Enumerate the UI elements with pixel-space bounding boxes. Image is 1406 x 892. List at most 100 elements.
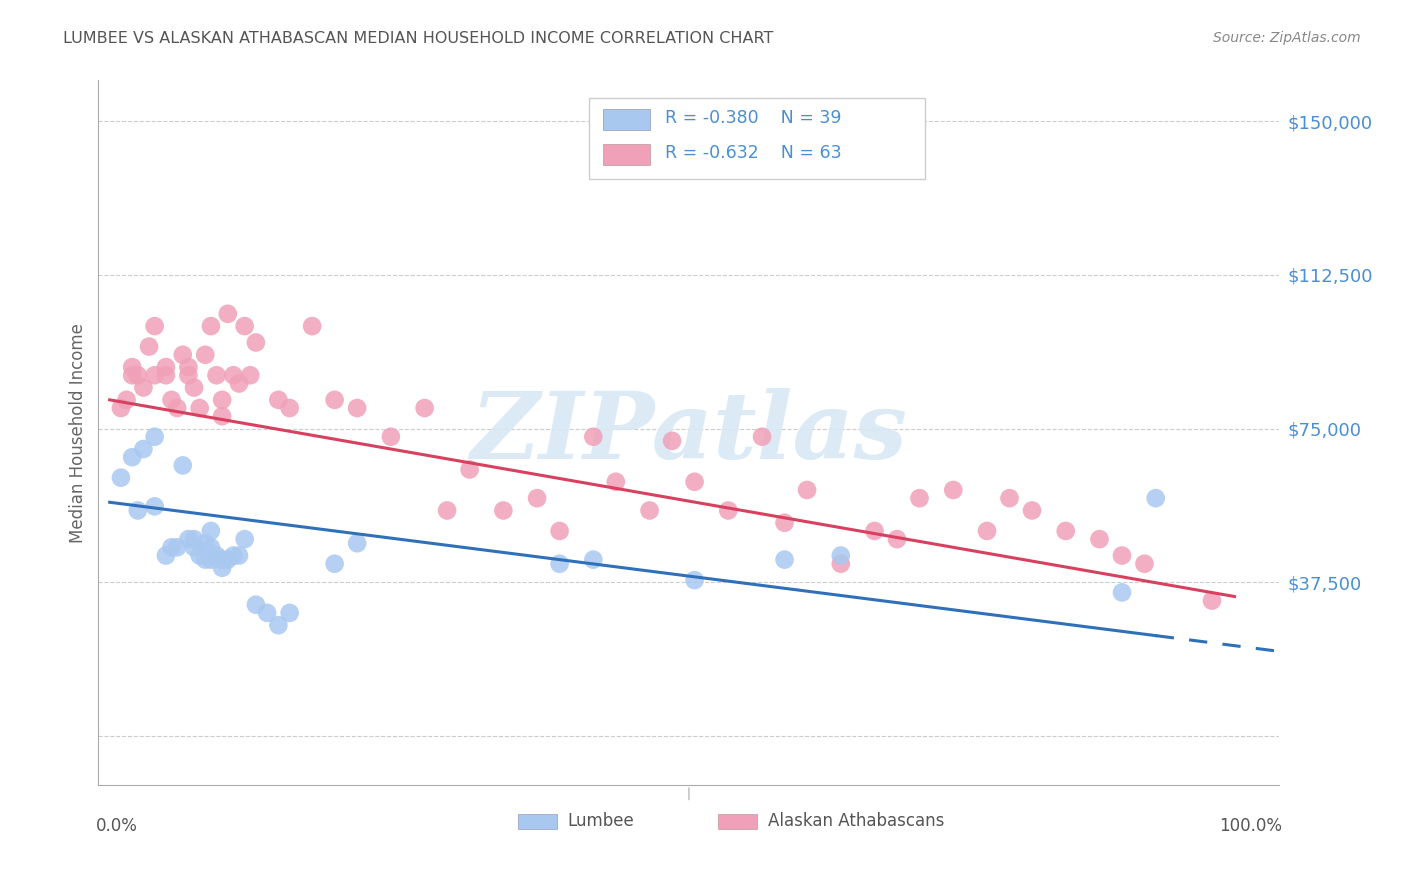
Point xyxy=(127,368,149,383)
Point xyxy=(1201,593,1223,607)
Point xyxy=(172,348,194,362)
Point xyxy=(256,606,278,620)
Point xyxy=(1088,532,1111,546)
Point xyxy=(548,524,571,538)
Text: 100.0%: 100.0% xyxy=(1219,817,1282,835)
Point xyxy=(177,360,200,375)
Point xyxy=(127,503,149,517)
Point xyxy=(773,552,796,566)
Point xyxy=(211,552,233,566)
Point xyxy=(217,307,239,321)
Point xyxy=(183,541,205,555)
Point xyxy=(121,368,143,383)
Point xyxy=(717,503,740,517)
Point xyxy=(1144,491,1167,505)
Point xyxy=(205,368,228,383)
Text: ZIPatlas: ZIPatlas xyxy=(471,388,907,477)
Text: LUMBEE VS ALASKAN ATHABASCAN MEDIAN HOUSEHOLD INCOME CORRELATION CHART: LUMBEE VS ALASKAN ATHABASCAN MEDIAN HOUS… xyxy=(63,31,773,46)
Point xyxy=(233,319,256,334)
Text: Lumbee: Lumbee xyxy=(567,812,634,830)
Point xyxy=(160,392,183,407)
Point xyxy=(143,430,166,444)
Point xyxy=(132,380,155,394)
Point xyxy=(138,340,160,354)
Point xyxy=(548,557,571,571)
Point xyxy=(683,573,706,587)
Point xyxy=(683,475,706,489)
Point xyxy=(245,598,267,612)
Text: Alaskan Athabascans: Alaskan Athabascans xyxy=(768,812,945,830)
Point xyxy=(233,532,256,546)
Point xyxy=(301,319,323,334)
Point xyxy=(1111,585,1133,599)
Point xyxy=(228,376,250,391)
Point xyxy=(1021,503,1043,517)
Point xyxy=(638,503,661,517)
Point xyxy=(267,618,290,632)
Point xyxy=(346,401,368,415)
Bar xyxy=(603,109,650,130)
Point xyxy=(200,524,222,538)
Y-axis label: Median Household Income: Median Household Income xyxy=(69,323,87,542)
Point xyxy=(194,348,217,362)
Point xyxy=(143,368,166,383)
Point xyxy=(143,500,166,514)
Point xyxy=(998,491,1021,505)
Text: R = -0.380    N = 39: R = -0.380 N = 39 xyxy=(665,110,842,128)
Point xyxy=(942,483,965,497)
Point xyxy=(166,401,188,415)
Point xyxy=(908,491,931,505)
Point xyxy=(773,516,796,530)
Point xyxy=(121,450,143,465)
Point xyxy=(278,401,301,415)
Point xyxy=(155,368,177,383)
Point xyxy=(1133,557,1156,571)
Point xyxy=(211,561,233,575)
Point xyxy=(492,503,515,517)
Point xyxy=(155,549,177,563)
Point xyxy=(1111,549,1133,563)
Point xyxy=(346,536,368,550)
Point xyxy=(830,557,852,571)
Point xyxy=(458,462,481,476)
Text: R = -0.632    N = 63: R = -0.632 N = 63 xyxy=(665,144,842,161)
Point xyxy=(143,319,166,334)
Point xyxy=(886,532,908,546)
Point xyxy=(205,549,228,563)
Point xyxy=(278,606,301,620)
Point xyxy=(380,430,402,444)
Point xyxy=(245,335,267,350)
Point xyxy=(582,552,605,566)
Point xyxy=(751,430,773,444)
Point xyxy=(115,392,138,407)
Point xyxy=(526,491,548,505)
Point xyxy=(211,409,233,424)
Point xyxy=(194,536,217,550)
Point xyxy=(188,549,211,563)
Point xyxy=(200,552,222,566)
Point xyxy=(177,368,200,383)
Point xyxy=(177,532,200,546)
Point xyxy=(582,430,605,444)
Point xyxy=(1054,524,1077,538)
Text: Source: ZipAtlas.com: Source: ZipAtlas.com xyxy=(1213,31,1361,45)
Bar xyxy=(603,144,650,165)
Point xyxy=(222,368,245,383)
Bar xyxy=(517,814,557,830)
Point xyxy=(436,503,458,517)
Point xyxy=(239,368,262,383)
FancyBboxPatch shape xyxy=(589,98,925,179)
Point xyxy=(413,401,436,415)
Point xyxy=(863,524,886,538)
Point xyxy=(605,475,627,489)
Text: 0.0%: 0.0% xyxy=(96,817,138,835)
Point xyxy=(166,541,188,555)
Point xyxy=(211,392,233,407)
Point xyxy=(183,532,205,546)
Point xyxy=(796,483,818,497)
Point xyxy=(200,541,222,555)
Point xyxy=(217,552,239,566)
Point xyxy=(228,549,250,563)
Point xyxy=(267,392,290,407)
Point xyxy=(222,549,245,563)
